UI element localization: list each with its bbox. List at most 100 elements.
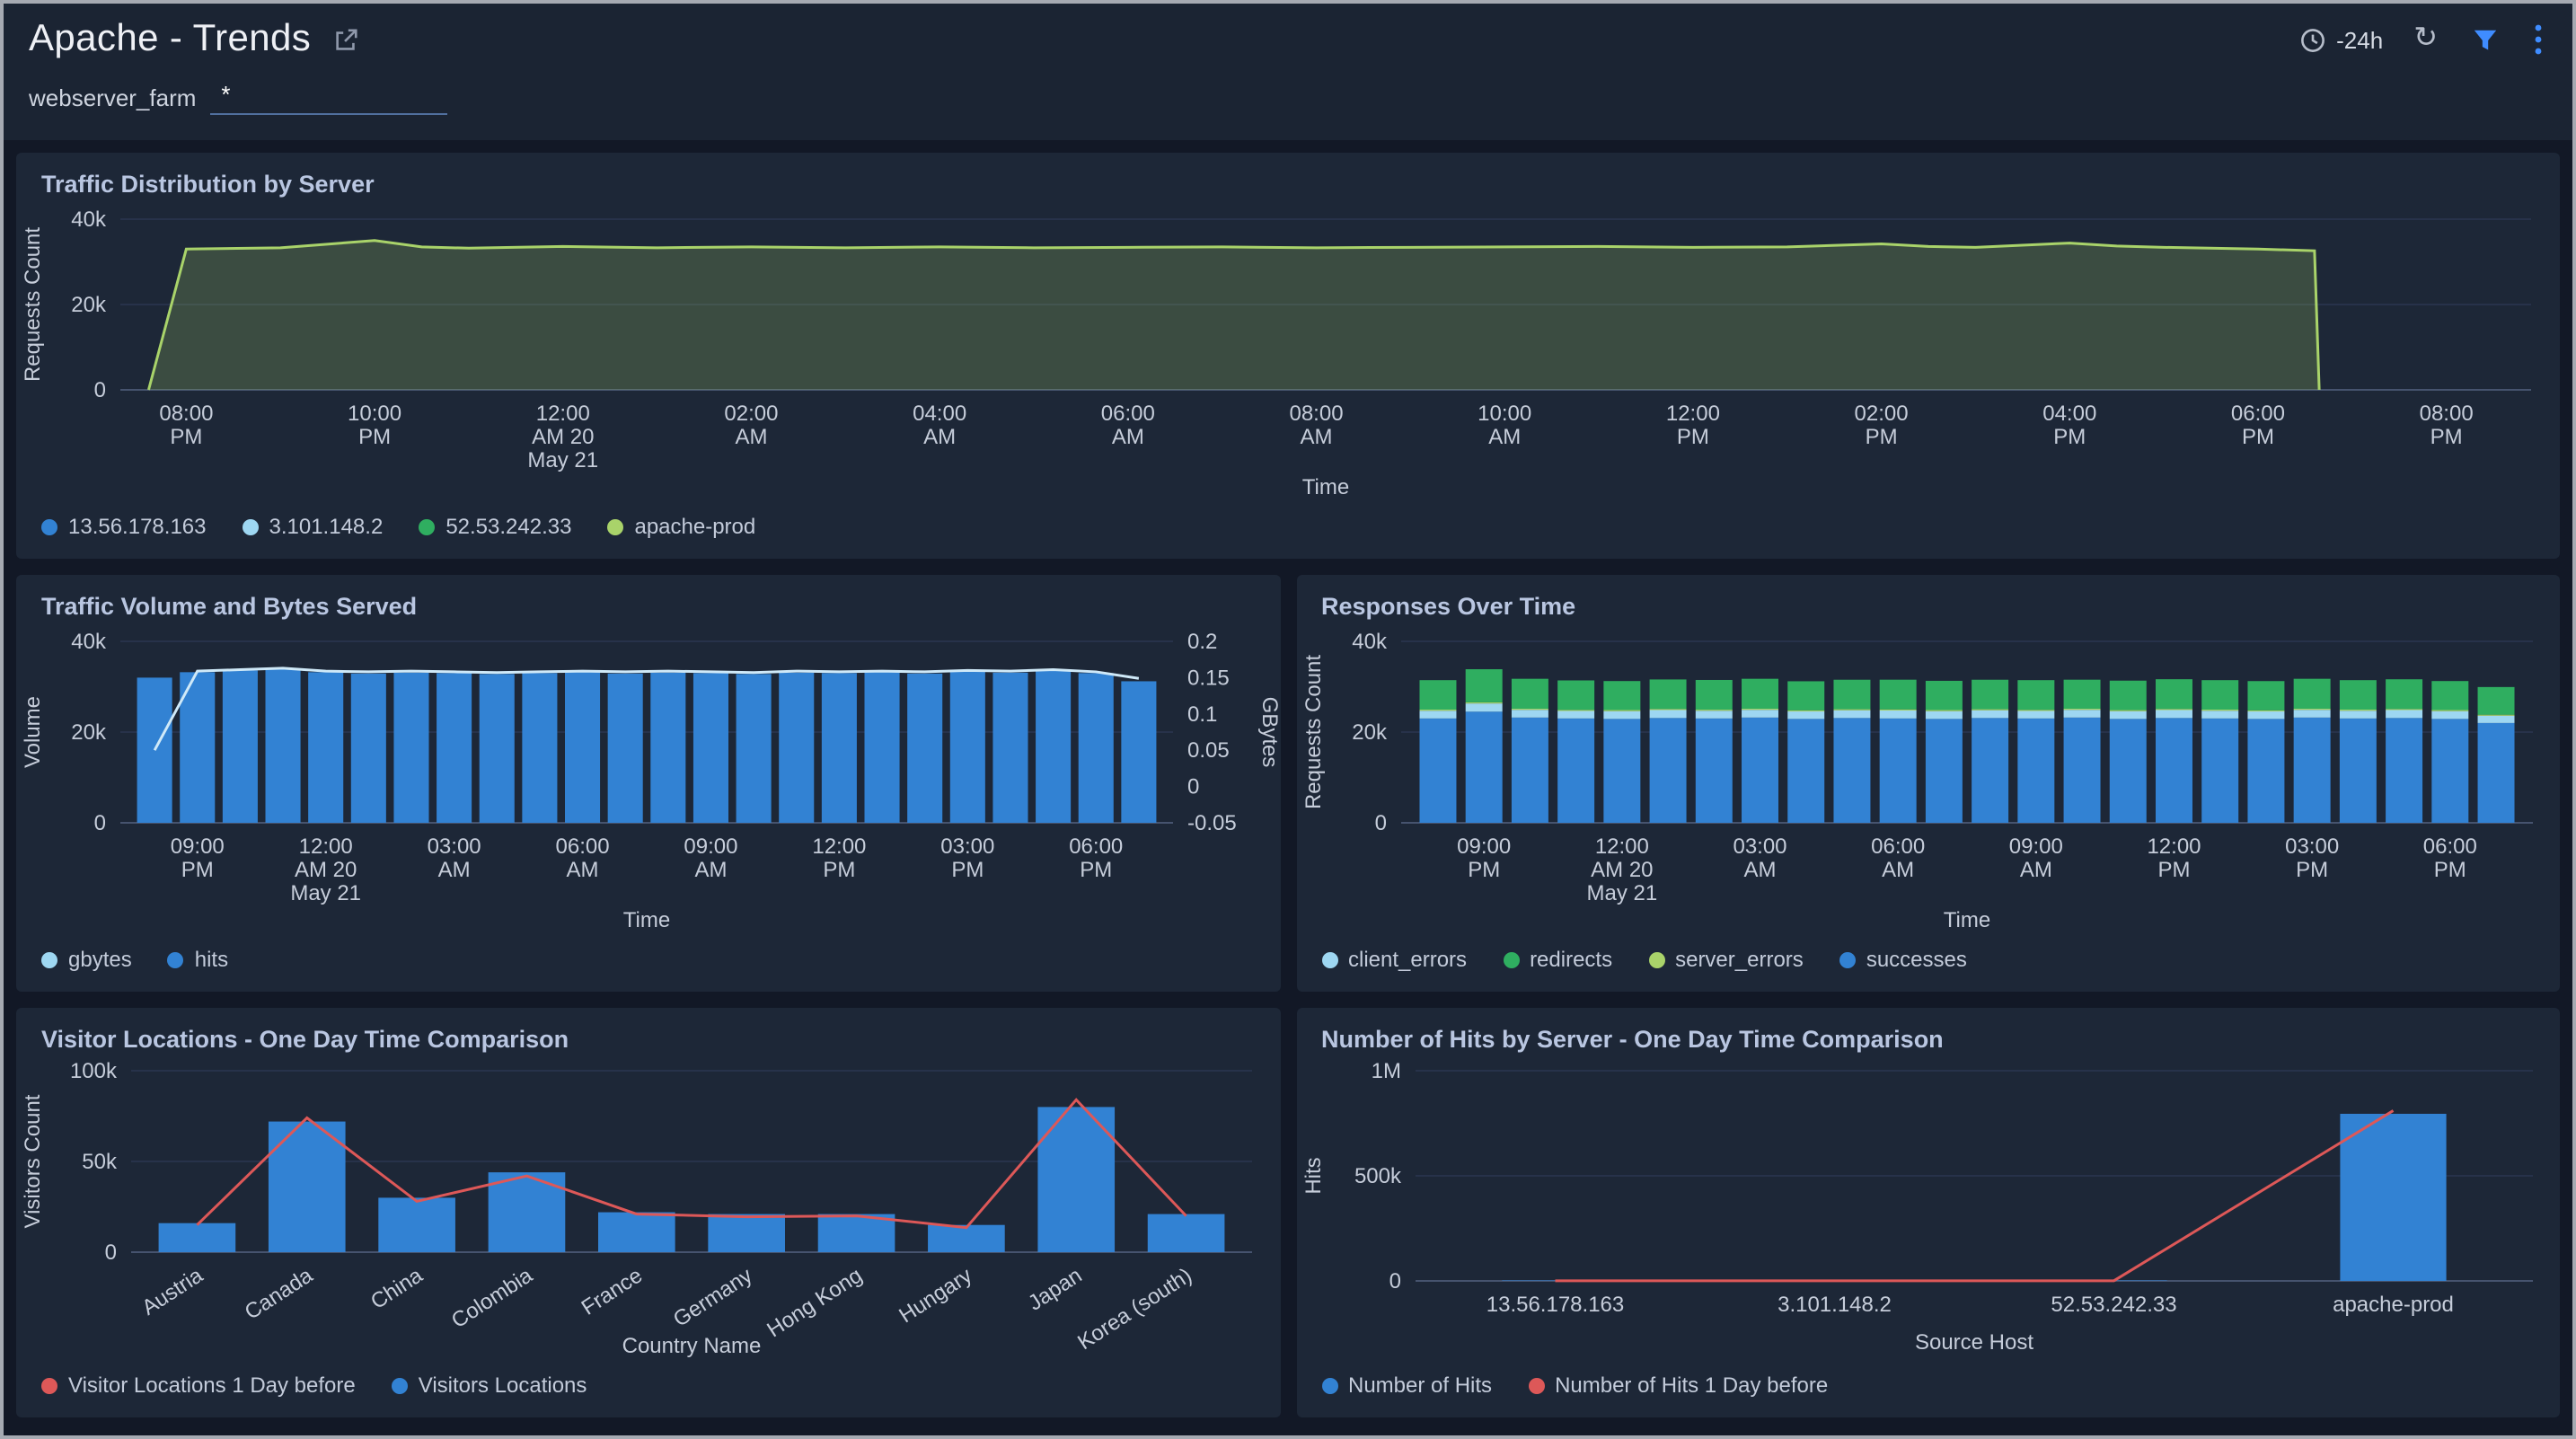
svg-text:20k: 20k bbox=[71, 293, 107, 317]
svg-text:500k: 500k bbox=[1354, 1164, 1401, 1188]
share-button[interactable] bbox=[329, 22, 363, 57]
svg-text:0: 0 bbox=[94, 811, 106, 835]
svg-text:Hits: Hits bbox=[1301, 1157, 1325, 1194]
svg-text:Visitors Count: Visitors Count bbox=[21, 1094, 45, 1228]
svg-text:Volume: Volume bbox=[21, 696, 45, 768]
svg-text:52.53.242.33: 52.53.242.33 bbox=[2050, 1293, 2175, 1317]
legend-item[interactable]: Visitors Locations bbox=[391, 1373, 587, 1398]
svg-text:0: 0 bbox=[1374, 811, 1386, 835]
legend-label: 3.101.148.2 bbox=[269, 514, 384, 539]
traffic-volume-chart: 0 20k 40k -0.05 0 0.05 0.1 0.15 0.2 GBytes 09:00 PM… bbox=[16, 623, 1281, 938]
time-range-control[interactable]: -24h bbox=[2298, 26, 2383, 53]
panel-title: Visitor Locations - One Day Time Compari… bbox=[41, 1026, 569, 1053]
legend-label: Visitors Locations bbox=[418, 1373, 587, 1398]
legend-item[interactable]: redirects bbox=[1503, 947, 1612, 972]
legend-label: successes bbox=[1866, 947, 1967, 972]
legend-label: 52.53.242.33 bbox=[446, 514, 572, 539]
svg-text:-0.05: -0.05 bbox=[1187, 811, 1237, 835]
svg-text:Time: Time bbox=[1302, 475, 1349, 499]
legend-item[interactable]: gbytes bbox=[41, 947, 132, 972]
legend-item[interactable]: client_errors bbox=[1321, 947, 1467, 972]
svg-text:Source Host: Source Host bbox=[1914, 1330, 2033, 1355]
panel-traffic-distribution-by-server: Traffic Distribution by Server 0 20k 40k 08… bbox=[16, 153, 2560, 559]
filter-button[interactable] bbox=[2468, 22, 2502, 57]
svg-text:Hungary: Hungary bbox=[895, 1263, 976, 1328]
svg-text:Hong Kong: Hong Kong bbox=[763, 1263, 866, 1342]
legend-item[interactable]: Number of Hits bbox=[1321, 1373, 1492, 1398]
legend-item[interactable]: successes bbox=[1839, 947, 1967, 972]
svg-text:50k: 50k bbox=[82, 1150, 118, 1174]
responses-over-time-chart: 0 20k 40k 09:00 PM 12:00 AM 20 May 21 03:00 AM 06:… bbox=[1296, 623, 2560, 938]
legend: client_errors redirects server_errors succe… bbox=[1296, 938, 2560, 992]
svg-text:Korea (south): Korea (south) bbox=[1073, 1263, 1196, 1355]
svg-text:Germany: Germany bbox=[669, 1263, 756, 1331]
legend-swatch bbox=[41, 1377, 57, 1393]
page-title: Apache - Trends bbox=[29, 18, 312, 59]
legend-swatch bbox=[1321, 1377, 1337, 1393]
legend-item[interactable]: 52.53.242.33 bbox=[419, 514, 571, 539]
filter-row: webserver_farm bbox=[4, 61, 2572, 140]
svg-text:Japan: Japan bbox=[1024, 1263, 1087, 1315]
legend-swatch bbox=[1528, 1377, 1545, 1393]
time-range-label: -24h bbox=[2336, 26, 2384, 53]
legend-label: hits bbox=[194, 947, 229, 972]
svg-text:Austria: Austria bbox=[137, 1263, 207, 1320]
svg-text:Country Name: Country Name bbox=[622, 1334, 762, 1358]
legend-label: Visitor Locations 1 Day before bbox=[68, 1373, 356, 1398]
legend: gbytes hits bbox=[16, 938, 1280, 992]
legend-item[interactable]: hits bbox=[167, 947, 229, 972]
svg-text:40k: 40k bbox=[71, 630, 107, 654]
legend-item[interactable]: Visitor Locations 1 Day before bbox=[41, 1373, 356, 1398]
kebab-menu-button[interactable] bbox=[2529, 20, 2547, 59]
svg-text:GBytes: GBytes bbox=[1257, 697, 1281, 768]
legend-item[interactable]: 3.101.148.2 bbox=[242, 514, 384, 539]
svg-text:apache-prod: apache-prod bbox=[2332, 1293, 2453, 1317]
svg-text:100k: 100k bbox=[70, 1059, 118, 1083]
svg-text:1M: 1M bbox=[1371, 1059, 1400, 1083]
filter-parameter-input[interactable] bbox=[210, 79, 448, 115]
legend-item[interactable]: apache-prod bbox=[607, 514, 755, 539]
legend-label: apache-prod bbox=[634, 514, 756, 539]
panel-traffic-volume-and-bytes: Traffic Volume and Bytes Served 0 20k 40k -… bbox=[16, 575, 1281, 992]
svg-text:40k: 40k bbox=[71, 207, 107, 232]
svg-text:20k: 20k bbox=[71, 720, 107, 745]
svg-text:China: China bbox=[366, 1263, 428, 1314]
svg-text:Time: Time bbox=[623, 908, 670, 932]
traffic-distribution-chart: 0 20k 40k 08:00 PM 10:00 PM 12:00 AM 20 May 21 02:… bbox=[16, 201, 2560, 505]
share-icon bbox=[336, 28, 357, 49]
svg-text:0: 0 bbox=[105, 1240, 117, 1265]
legend-swatch bbox=[419, 518, 436, 534]
legend-item[interactable]: Number of Hits 1 Day before bbox=[1528, 1373, 1828, 1398]
hits-by-server-chart: 0 500k 1M 13.56.178.163 3.101.148.2 52.53.242… bbox=[1296, 1056, 2560, 1364]
legend-swatch bbox=[242, 518, 259, 534]
legend-item[interactable]: 13.56.178.163 bbox=[41, 514, 207, 539]
svg-text:40k: 40k bbox=[1351, 630, 1387, 654]
svg-text:20k: 20k bbox=[1351, 720, 1387, 745]
svg-text:Colombia: Colombia bbox=[447, 1263, 537, 1333]
panel-hits-by-server: Number of Hits by Server - One Day Time … bbox=[1296, 1008, 2560, 1417]
svg-text:Canada: Canada bbox=[241, 1263, 318, 1325]
svg-text:13.56.178.163: 13.56.178.163 bbox=[1486, 1293, 1623, 1317]
refresh-button[interactable]: ↻ bbox=[2410, 22, 2441, 57]
clock-icon bbox=[2300, 28, 2325, 51]
legend: 13.56.178.163 3.101.148.2 52.53.242.33 apac… bbox=[16, 505, 2560, 559]
legend-item[interactable]: server_errors bbox=[1648, 947, 1804, 972]
